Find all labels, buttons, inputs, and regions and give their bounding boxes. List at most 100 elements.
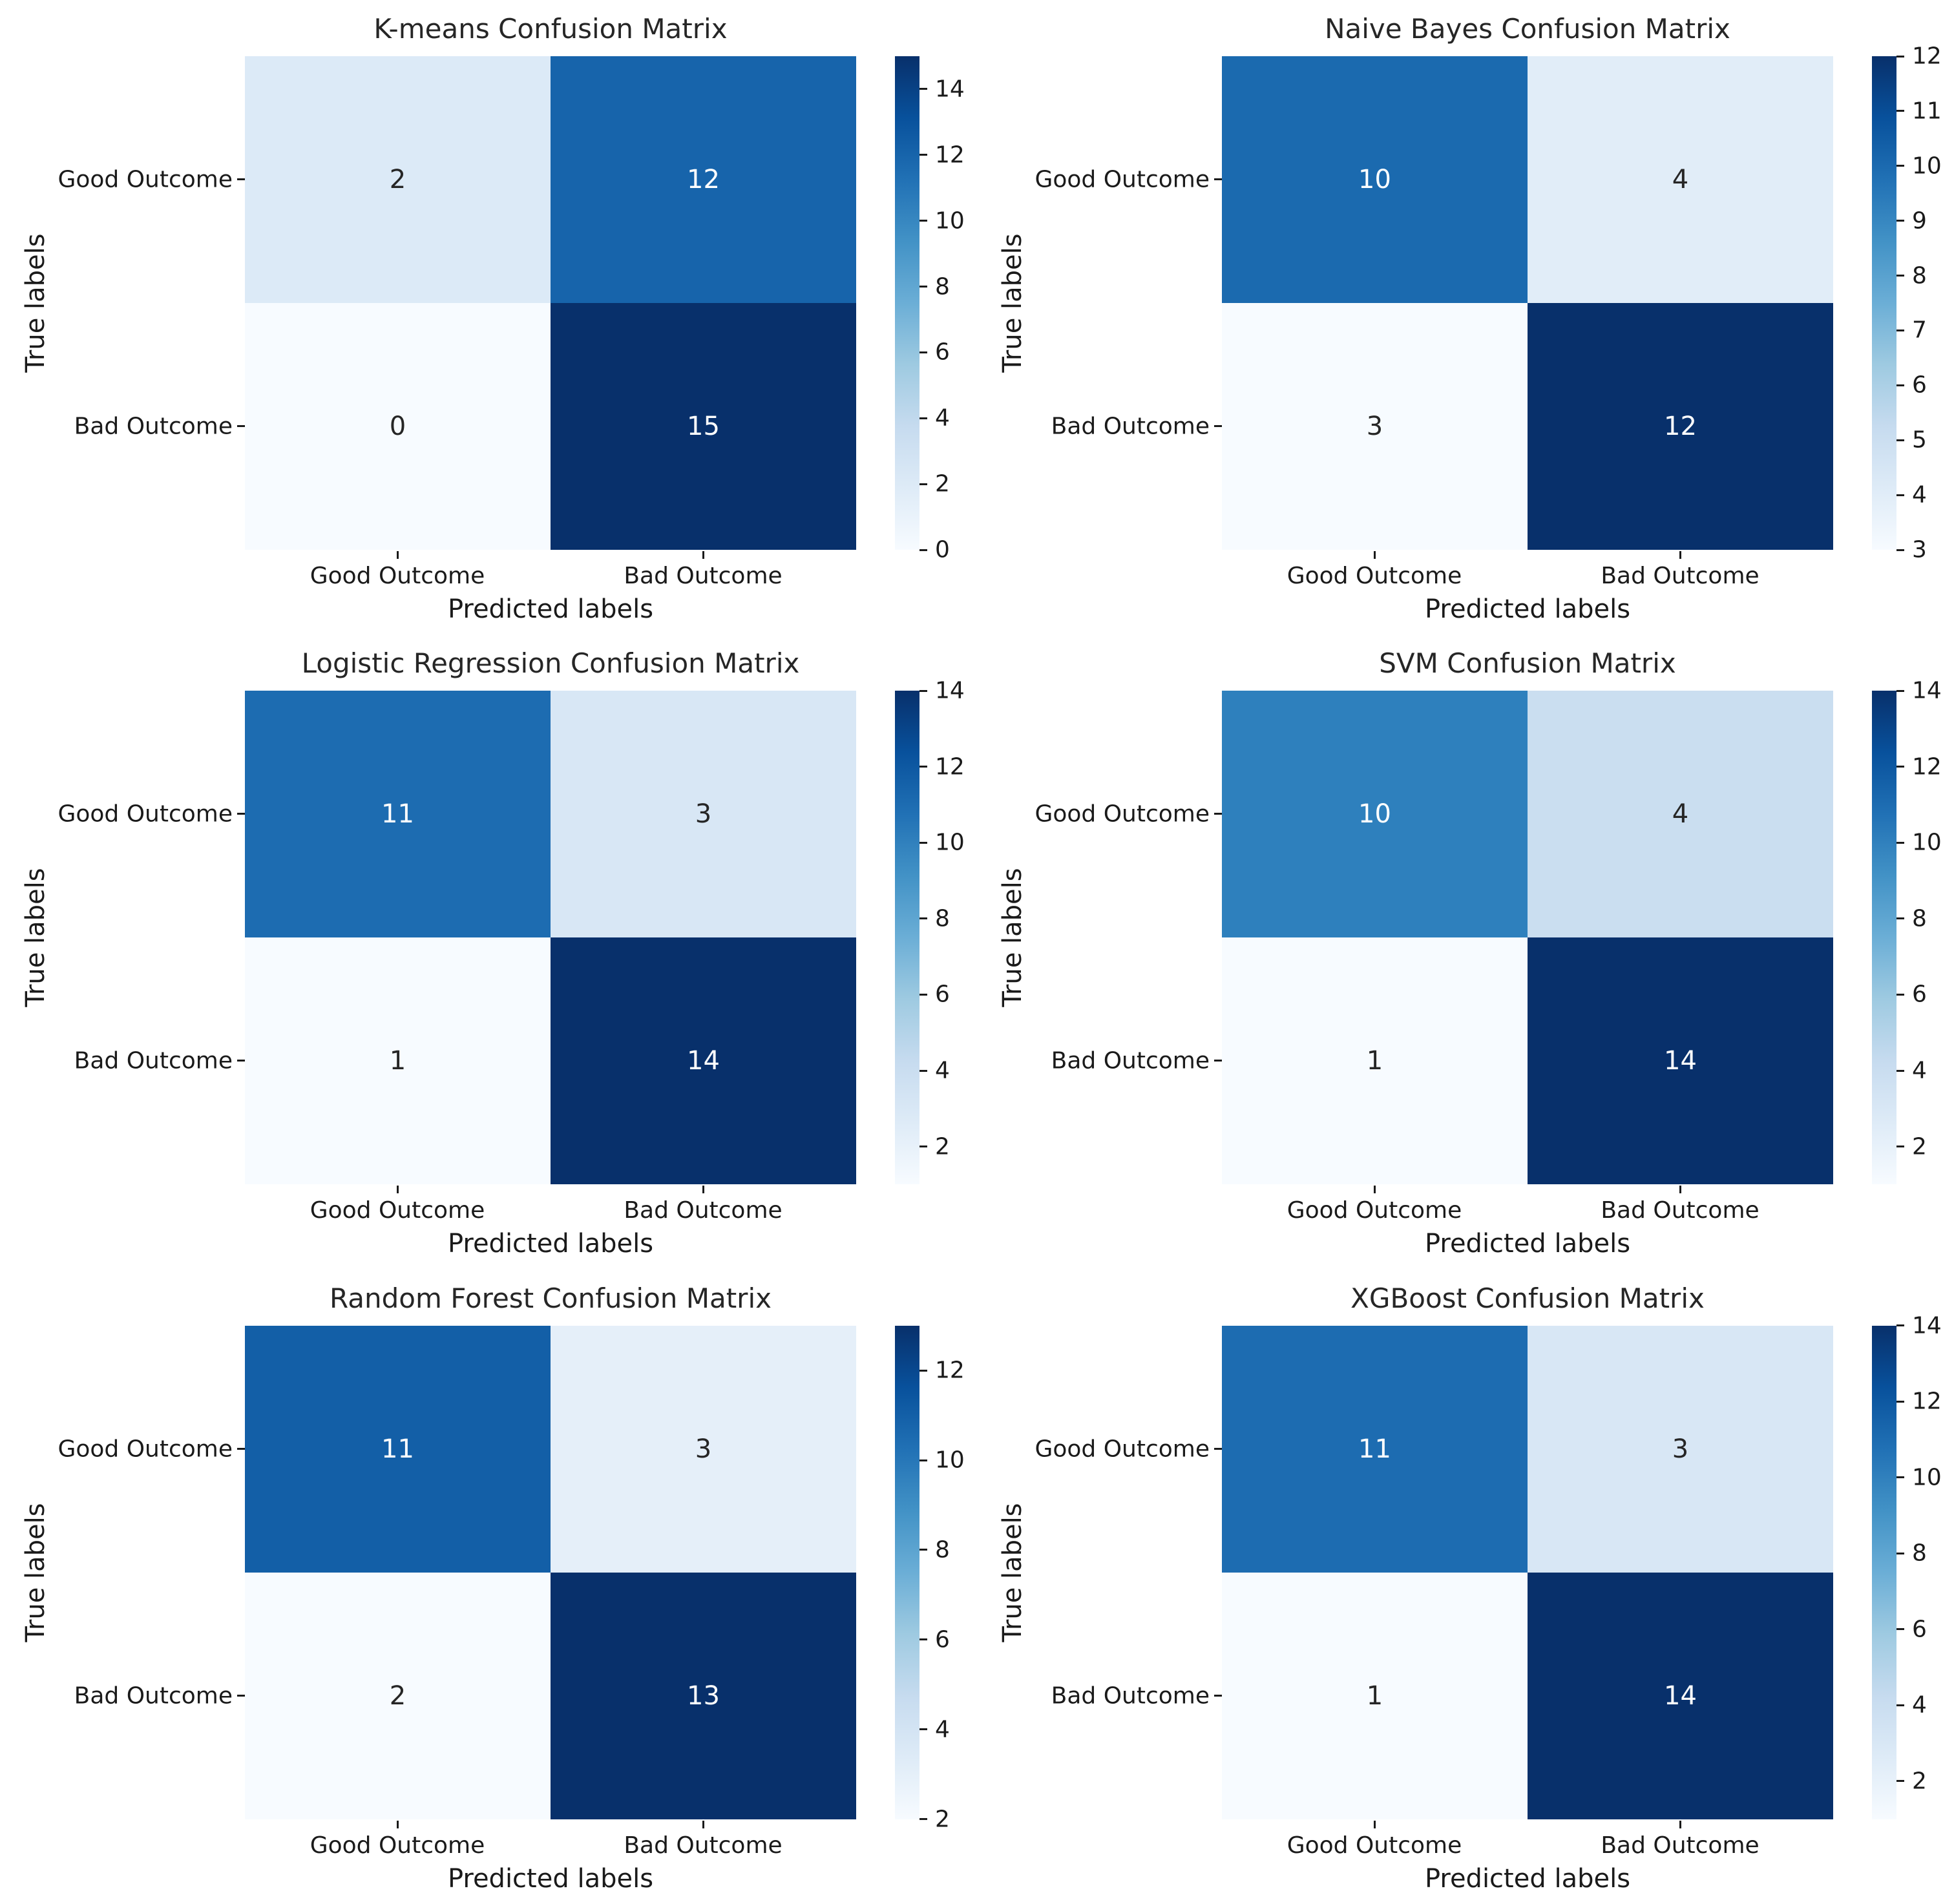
colorbar-tick-mark (919, 417, 927, 419)
colorbar-tick-mark (1896, 384, 1904, 386)
x-tick-label: Bad Outcome (624, 1832, 783, 1859)
heatmap-cell: 14 (1528, 937, 1833, 1185)
colorbar-tick-mark (919, 841, 927, 844)
x-tick-mark (1374, 1186, 1376, 1194)
colorbar-tick-label: 8 (1912, 1540, 1927, 1567)
colorbar-tick-mark (1896, 55, 1904, 58)
heatmap-cell: 1 (1222, 937, 1528, 1185)
colorbar-tick-label: 12 (1912, 1388, 1942, 1415)
colorbar-tick-mark (919, 689, 927, 692)
colorbar-tick-label: 14 (1912, 1312, 1942, 1339)
x-tick-label: Good Outcome (1287, 1832, 1462, 1859)
heatmap-cell: 1 (1222, 1572, 1528, 1819)
colorbar-tick-mark (1896, 1780, 1904, 1783)
colorbar-tick-label: 10 (935, 829, 965, 856)
heatmap: 11 3 2 13 (245, 1325, 856, 1819)
colorbar-tick-label: 4 (1912, 481, 1927, 508)
x-tick-label: Good Outcome (310, 563, 485, 589)
colorbar-tick-label: 3 (1912, 536, 1927, 563)
colorbar-tick-mark (919, 220, 927, 222)
y-axis-label: True labels (998, 233, 1027, 373)
colorbar-tick-label: 8 (1912, 262, 1927, 289)
y-axis-label: True labels (21, 868, 50, 1007)
colorbar-tick-mark (919, 154, 927, 156)
colorbar (1872, 56, 1896, 550)
y-tick-mark (1214, 1694, 1222, 1697)
colorbar-tick-mark (1896, 110, 1904, 112)
heatmap-cell: 11 (1222, 1325, 1528, 1573)
colorbar-tick-mark (919, 766, 927, 768)
colorbar-tick-label: 4 (1912, 1057, 1927, 1084)
colorbar-tick-mark (1896, 841, 1904, 844)
heatmap-cell: 1 (245, 937, 551, 1185)
x-axis-label: Predicted labels (1424, 1229, 1631, 1259)
colorbar-tick-mark (1896, 917, 1904, 920)
x-tick-mark (1679, 1186, 1681, 1194)
heatmap-cell: 3 (551, 1325, 856, 1573)
colorbar-tick-label: 12 (935, 753, 965, 780)
colorbar-tick-label: 8 (935, 905, 950, 932)
colorbar-tick-label: 14 (935, 677, 965, 704)
heatmap: 10 4 3 12 (1222, 56, 1833, 550)
colorbar-ticks: 2 4 6 8 10 12 14 (919, 678, 977, 1184)
panel-logistic-regression: Logistic Regression Confusion Matrix Tru… (0, 634, 977, 1269)
y-tick-mark (1214, 813, 1222, 815)
y-axis-label: True labels (998, 868, 1027, 1007)
colorbar-tick-label: 8 (1912, 905, 1927, 932)
colorbar-tick-label: 11 (1912, 98, 1942, 125)
colorbar-tick-label: 6 (935, 1626, 950, 1653)
colorbar-tick-label: 14 (1912, 677, 1942, 704)
y-tick-label: Bad Outcome (1051, 1682, 1210, 1710)
colorbar-tick-label: 10 (1912, 829, 1942, 856)
colorbar-tick-label: 12 (935, 1357, 965, 1384)
colorbar-tick-mark (1896, 1324, 1904, 1327)
colorbar (1872, 691, 1896, 1185)
y-axis-label: True labels (21, 233, 50, 373)
x-axis-label: Predicted labels (447, 1229, 654, 1259)
colorbar-tick-mark (919, 1369, 927, 1372)
colorbar-tick-mark (919, 1069, 927, 1072)
colorbar-tick-label: 12 (1912, 753, 1942, 780)
x-tick-label: Good Outcome (310, 1832, 485, 1859)
colorbar-tick-mark (1896, 275, 1904, 277)
y-tick-mark (1214, 1060, 1222, 1062)
heatmap-cell: 12 (551, 56, 856, 303)
colorbar-tick-mark (1896, 766, 1904, 768)
colorbar-tick-mark (1896, 1628, 1904, 1631)
panel-random-forest: Random Forest Confusion Matrix True labe… (0, 1270, 977, 1904)
colorbar-tick-mark (919, 1638, 927, 1641)
chart-title: K-means Confusion Matrix (373, 13, 728, 45)
y-axis-label: True labels (21, 1503, 50, 1642)
colorbar-tick-mark (919, 286, 927, 288)
y-tick-mark (237, 178, 245, 180)
colorbar-tick-mark (919, 1818, 927, 1821)
heatmap-cell: 10 (1222, 56, 1528, 303)
heatmap-cell: 3 (1222, 303, 1528, 550)
x-tick-mark (702, 551, 704, 559)
x-axis-label: Predicted labels (1424, 1863, 1631, 1894)
colorbar-tick-mark (1896, 1146, 1904, 1148)
colorbar-tick-label: 12 (935, 141, 965, 169)
colorbar-tick-mark (1896, 1400, 1904, 1403)
colorbar-tick-label: 0 (935, 536, 950, 563)
colorbar-tick-label: 5 (1912, 426, 1927, 454)
chart-title: Random Forest Confusion Matrix (330, 1282, 772, 1314)
x-tick-mark (702, 1820, 704, 1828)
colorbar-tick-label: 10 (935, 207, 965, 235)
colorbar-tick-label: 4 (1912, 1691, 1927, 1719)
colorbar-tick-mark (919, 351, 927, 353)
colorbar-tick-mark (1896, 1704, 1904, 1706)
heatmap-cell: 4 (1528, 691, 1833, 938)
x-tick-mark (397, 1820, 399, 1828)
colorbar-tick-mark (1896, 1552, 1904, 1554)
colorbar (1872, 1325, 1896, 1819)
heatmap: 2 12 0 15 (245, 56, 856, 550)
colorbar-tick-label: 4 (935, 404, 950, 432)
heatmap-cell: 14 (551, 937, 856, 1185)
heatmap-cell: 0 (245, 303, 551, 550)
x-tick-label: Bad Outcome (624, 563, 783, 589)
x-tick-label: Good Outcome (1287, 563, 1462, 589)
chart-title: SVM Confusion Matrix (1379, 647, 1676, 680)
heatmap-cell: 14 (1528, 1572, 1833, 1819)
